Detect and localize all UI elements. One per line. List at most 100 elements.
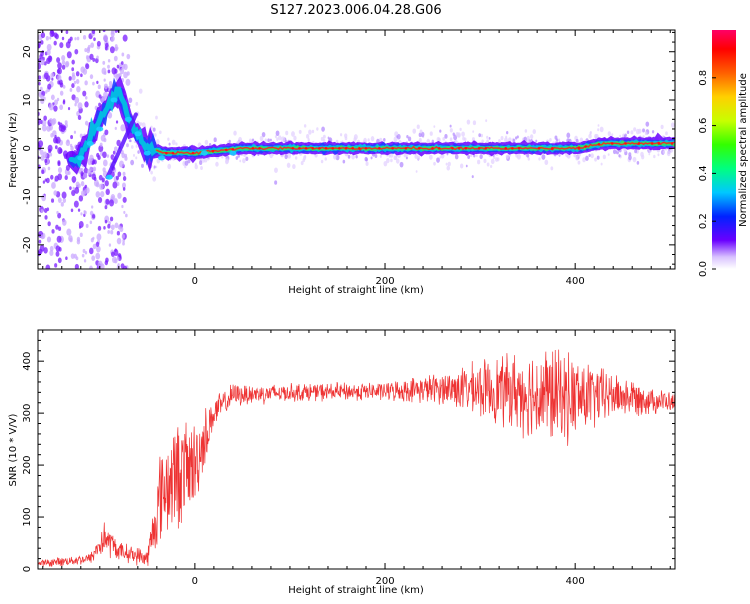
spectrogram-cell (612, 149, 617, 155)
spectrogram-cell (89, 154, 94, 162)
spectrogram-peak-dot (211, 149, 215, 153)
spectrogram-cell (524, 129, 528, 133)
spectrogram-cell (541, 154, 546, 160)
spectrogram-cell (54, 135, 57, 139)
spectrogram-cell (73, 80, 77, 85)
spectrogram-cell (636, 161, 640, 165)
y-tick-label: 20 (22, 45, 33, 58)
spectrogram-cell (85, 63, 90, 70)
spectrogram-cell (84, 210, 87, 215)
spectrogram-cell (168, 142, 171, 146)
spectrogram-cell (575, 155, 579, 161)
spectrogram-cell (370, 136, 375, 142)
x-tick-label: 400 (566, 576, 585, 587)
spectrogram-cell (506, 130, 509, 135)
y-tick-label: 300 (22, 404, 33, 423)
spectrogram-cell (483, 158, 487, 164)
spectrogram-cell (449, 128, 453, 133)
spectrogram-cell (285, 130, 289, 136)
spectrogram-cell (281, 136, 286, 143)
snr-y-ticks: 0 100 200 300 400 (22, 329, 675, 572)
spectrogram-cell (415, 170, 418, 173)
spectrogram-cell (46, 236, 52, 243)
spectrogram-peak-dot (650, 142, 654, 145)
spectrogram-cell (38, 43, 41, 49)
spectrogram-cell (69, 88, 73, 92)
spectrogram-cell (204, 157, 208, 163)
spectrogram-cell (626, 130, 630, 135)
spectrogram-cell (105, 198, 110, 205)
spectrogram-cell (431, 139, 435, 144)
spectrogram-cell (86, 46, 90, 52)
spectrogram-cell (89, 247, 94, 255)
spectrogram-cell (167, 163, 172, 170)
spectrogram-cell (221, 155, 224, 159)
spectrogram-cell (504, 137, 508, 143)
spectrogram-cell (102, 30, 106, 33)
spectrogram-cell (370, 156, 373, 160)
spectrogram-cell (107, 111, 113, 119)
spectrogram-cell (442, 136, 446, 141)
spectrogram-cell (437, 137, 441, 142)
spectrogram-cell (291, 131, 295, 137)
spectrogram-cell (120, 61, 124, 65)
spectrogram-cell (105, 42, 109, 48)
spectrogram-cell (71, 83, 75, 89)
spectrogram-cell (264, 138, 268, 142)
spectrogram-cell (322, 138, 326, 143)
spectrogram-cell (74, 96, 80, 104)
spectrogram-cell (97, 197, 103, 204)
spectrogram-cell (56, 235, 62, 243)
spectrogram-cell (103, 83, 108, 90)
spectrogram-cell (46, 43, 52, 51)
snr-y-axis-label: SNR (10 * V/V) (8, 413, 19, 486)
spectrogram-cell (53, 40, 57, 46)
spectrogram-peak-dot (637, 142, 641, 145)
spectrogram-cell (111, 67, 117, 75)
spectrogram-peak-dot (171, 151, 175, 155)
spectrogram-cell (419, 129, 423, 134)
spectrogram-cell (122, 34, 128, 42)
spectrogram-cell (84, 120, 89, 126)
spectrogram-cell (575, 138, 579, 144)
spectrogram-cell (436, 157, 440, 163)
spectrogram-cell (87, 168, 92, 175)
spectrogram-cell (233, 130, 237, 136)
colorbar-gradient (712, 30, 736, 269)
spectrogram-cell (104, 129, 109, 136)
spectrogram-peak-blob (134, 131, 142, 137)
spectrogram-cell (284, 154, 288, 160)
spectrogram-cell (123, 265, 128, 269)
spectrogram-cell (55, 224, 59, 230)
spectrogram-cell (445, 162, 448, 166)
spectrogram-cell (77, 208, 81, 212)
spectrogram-cell (97, 155, 101, 161)
spectrogram-cell (439, 156, 442, 159)
spectrogram-cell (119, 160, 125, 168)
snr-frame (37, 329, 676, 570)
spectrogram-cell (97, 84, 101, 90)
spectrogram-cell (535, 139, 538, 143)
spectrogram-cell (632, 156, 637, 163)
snr-panel: 0 200 400 0 100 200 300 400 Height of straight… (8, 329, 676, 596)
spectrogram-cell (102, 60, 106, 65)
spectrogram-cell (107, 230, 111, 234)
spectrogram-cell (84, 48, 88, 53)
colorbar-tick-label: 0.2 (698, 213, 709, 229)
spectrogram-cell (433, 161, 436, 166)
snr-x-ticks: 0 200 400 (42, 330, 671, 587)
spectrogram-cell (50, 198, 55, 203)
spectrogram-cell (65, 41, 71, 49)
spectrogram-cell (113, 146, 118, 152)
spectrogram-cell (486, 139, 490, 144)
spectrogram-cell (490, 158, 495, 165)
spectrogram-cell (446, 152, 449, 156)
spectrogram-cell (339, 133, 343, 137)
spectrogram-cell (62, 198, 67, 203)
spectrogram-cell (274, 135, 278, 139)
spectrogram-cell (122, 176, 127, 181)
spectrogram-cell (130, 145, 134, 149)
spectrogram-cell (113, 55, 118, 62)
spectrogram-cell (132, 153, 136, 157)
spectrogram-cell (126, 53, 131, 60)
